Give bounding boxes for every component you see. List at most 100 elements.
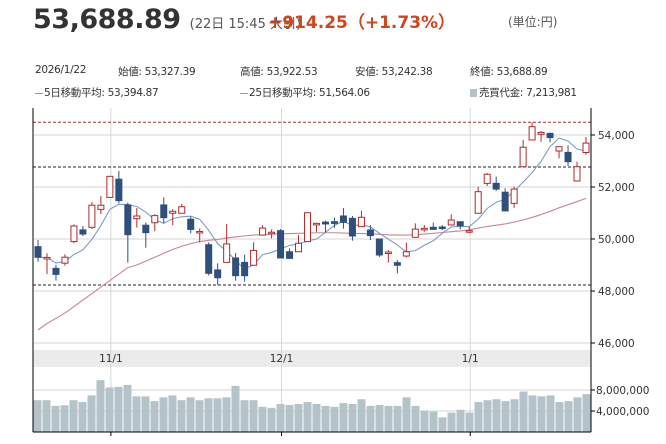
candle-down — [34, 240, 42, 262]
candle-body — [250, 249, 258, 266]
price-timestamp: (22日 15:45 大引) — [189, 17, 302, 32]
candle-down — [214, 263, 222, 286]
info-open: 始値: 53,327.39 — [118, 66, 196, 78]
volume-bar — [384, 405, 393, 432]
candle-up — [196, 228, 204, 243]
candle-body — [456, 221, 464, 227]
volume-bar — [177, 400, 186, 432]
volume-bar — [375, 404, 384, 432]
candle-body — [564, 151, 572, 163]
candle-down — [79, 226, 87, 237]
volume-bar — [96, 380, 105, 432]
candle-body — [384, 251, 392, 254]
candle-up — [537, 131, 545, 142]
ma25-legend-swatch — [240, 92, 248, 94]
volume-bar — [141, 396, 150, 432]
ma5-value: 5日移動平均: 53,394.87 — [44, 87, 159, 99]
candle-up — [250, 242, 258, 266]
volume-bar — [366, 405, 375, 432]
candle-up — [259, 225, 267, 236]
candle-body — [34, 246, 42, 258]
candle-up — [304, 212, 312, 243]
candle-down — [241, 254, 249, 282]
volume-bar — [285, 404, 294, 432]
volume-bar — [204, 398, 213, 432]
candle-body — [573, 166, 581, 182]
candle-down — [160, 197, 168, 224]
volume-bar — [546, 395, 555, 432]
candle-down — [501, 188, 509, 212]
volume-bar — [114, 386, 123, 432]
candle-body — [501, 191, 509, 212]
candle-up — [169, 209, 177, 226]
volume-bar — [249, 400, 258, 432]
candle-up — [519, 139, 527, 168]
candle-down — [232, 253, 240, 281]
volume-bar — [492, 399, 501, 432]
volume-bar — [330, 406, 339, 432]
date-label: 1/1 — [462, 353, 479, 365]
candle-body — [223, 243, 231, 263]
price-header: 53,688.89 (22日 15:45 大引) — [33, 4, 301, 35]
candle-body — [79, 229, 87, 235]
candle-body — [321, 221, 329, 225]
volume-bar — [528, 395, 537, 432]
candle-up — [178, 203, 186, 214]
volume-bar — [213, 398, 222, 432]
candle-body — [393, 262, 401, 266]
candle-up — [384, 249, 392, 263]
volume-bar — [420, 410, 429, 432]
volume-bar — [582, 394, 591, 432]
candle-up — [483, 172, 491, 186]
volume-bar — [168, 395, 177, 432]
candle-up — [43, 253, 51, 275]
candle-body — [196, 230, 204, 234]
candle-body — [241, 261, 249, 277]
candle-up — [70, 224, 78, 244]
candle-body — [492, 182, 500, 190]
candle-body — [537, 131, 545, 135]
price-tick-label: 48,000 — [598, 286, 635, 298]
ma25-line — [37, 197, 587, 331]
volume-bar — [348, 404, 357, 432]
price-tick-label: 50,000 — [598, 234, 635, 246]
volume-bar — [105, 387, 114, 432]
legend-ma5: 5日移動平均: 53,394.87 — [35, 85, 159, 100]
candle-down — [456, 221, 464, 230]
date-label: 11/1 — [99, 353, 123, 365]
candle-body — [151, 215, 159, 224]
candle-body — [277, 230, 285, 259]
volume-bar — [123, 384, 132, 432]
candle-body — [474, 191, 482, 214]
candle-body — [187, 218, 195, 230]
candle-body — [214, 269, 222, 279]
info-close: 終値: 53,688.89 — [470, 66, 548, 78]
candle-down — [393, 260, 401, 274]
volume-bar — [429, 411, 438, 432]
current-price: 53,688.89 — [33, 4, 181, 35]
candle-down — [492, 176, 500, 191]
candle-up — [295, 235, 303, 253]
candle-up — [151, 214, 159, 232]
volume-bar — [339, 403, 348, 432]
volume-bar — [483, 400, 492, 432]
candle-body — [115, 178, 123, 202]
candle-body — [178, 206, 186, 214]
candle-body — [447, 219, 455, 226]
candle-up — [573, 161, 581, 182]
volume-bar — [276, 404, 285, 432]
volume-bar — [357, 399, 366, 432]
volume-bar — [195, 400, 204, 432]
candle-up — [465, 226, 473, 234]
price-tick-label: 54,000 — [598, 130, 635, 142]
info-date: 2026/1/22 — [35, 64, 87, 76]
candle-down — [366, 225, 374, 241]
candle-up — [357, 210, 365, 228]
candle-body — [438, 226, 446, 230]
candle-down — [339, 208, 347, 229]
volume-bar — [51, 405, 60, 432]
volume-bar — [321, 405, 330, 432]
candle-down — [438, 224, 446, 231]
ma5-legend-swatch — [35, 92, 43, 94]
